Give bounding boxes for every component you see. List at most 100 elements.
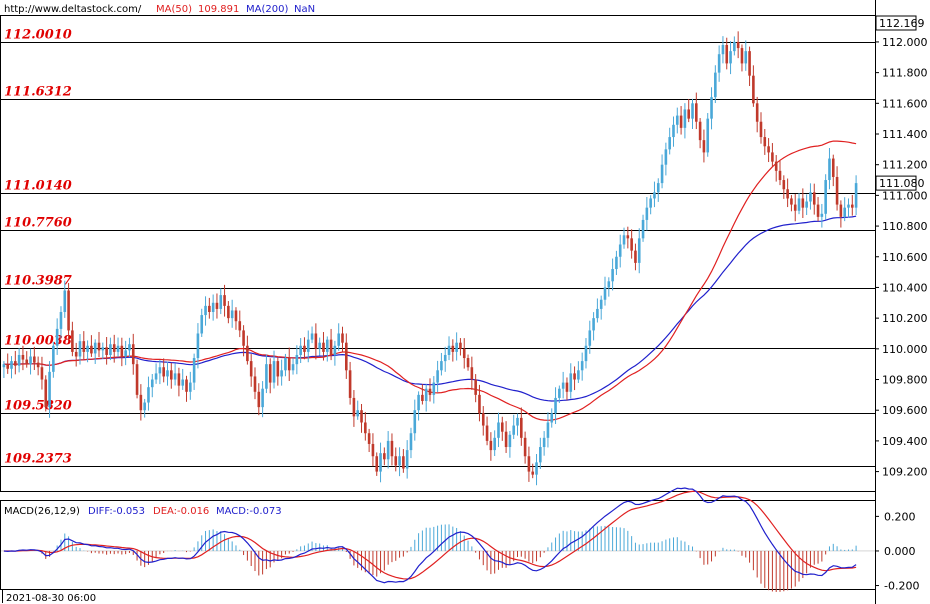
candle-body-68 bbox=[261, 388, 264, 408]
candle-body-199 bbox=[759, 121, 763, 138]
candle-body-134 bbox=[512, 425, 515, 435]
price-tick-label-6: 110.800 bbox=[882, 220, 928, 233]
current-price-box bbox=[875, 175, 917, 191]
candle-body-171 bbox=[653, 192, 656, 199]
candle-body-99 bbox=[379, 453, 382, 472]
candle-body-18 bbox=[71, 330, 74, 352]
level-label-7: 109.2373 bbox=[4, 452, 72, 467]
candle-body-138 bbox=[527, 456, 531, 472]
candle-body-186 bbox=[710, 97, 713, 119]
candle-body-131 bbox=[500, 422, 504, 432]
level-lines: 112.0010 111.6312 111.0140 110.7760 110.3987… bbox=[1, 28, 875, 467]
candle-body-0 bbox=[2, 364, 6, 368]
price-tick-label-12: 109.600 bbox=[882, 404, 928, 417]
candle-body-53 bbox=[204, 305, 207, 316]
candle-body-196 bbox=[748, 51, 751, 76]
candle-body-34 bbox=[131, 344, 135, 365]
candle-body-3 bbox=[14, 361, 17, 366]
candle-body-170 bbox=[649, 198, 652, 208]
candles bbox=[2, 31, 858, 486]
candle-body-90 bbox=[345, 342, 348, 371]
candle-body-173 bbox=[660, 164, 664, 184]
candle-body-145 bbox=[554, 397, 557, 414]
macd-dea-value: DEA:-0.016 bbox=[153, 506, 209, 517]
candle-body-195 bbox=[744, 51, 748, 64]
level-label-5: 110.0038 bbox=[4, 334, 72, 349]
candle-body-132 bbox=[504, 431, 508, 448]
candle-body-209 bbox=[797, 198, 801, 211]
candle-body-61 bbox=[234, 310, 238, 322]
candle-body-220 bbox=[839, 204, 843, 217]
candle-body-201 bbox=[767, 146, 770, 153]
candle-body-122 bbox=[466, 358, 470, 368]
candle-body-160 bbox=[611, 269, 614, 282]
candle-body-72 bbox=[276, 361, 280, 377]
candle-body-178 bbox=[679, 115, 683, 128]
candle-body-71 bbox=[272, 361, 276, 383]
candle-body-169 bbox=[645, 207, 649, 220]
candle-body-4 bbox=[17, 354, 21, 366]
candle-body-214 bbox=[816, 204, 820, 217]
candle-body-45 bbox=[173, 373, 177, 380]
candle-body-202 bbox=[771, 152, 774, 162]
price-tick-label-8: 110.400 bbox=[882, 281, 928, 294]
candle-body-221 bbox=[843, 207, 846, 217]
candle-body-193 bbox=[736, 41, 740, 49]
candle-body-146 bbox=[558, 388, 561, 398]
candle-body-181 bbox=[691, 103, 694, 119]
candle-body-159 bbox=[607, 281, 611, 288]
candle-body-95 bbox=[364, 422, 367, 434]
macd-macd-value: MACD:-0.073 bbox=[216, 506, 282, 517]
candle-body-120 bbox=[459, 342, 462, 349]
candle-body-108 bbox=[413, 410, 417, 434]
candle-body-19 bbox=[74, 351, 78, 357]
level-label-1: 111.6312 bbox=[4, 85, 72, 100]
candle-body-136 bbox=[520, 417, 523, 438]
candle-body-217 bbox=[828, 158, 831, 181]
candle-body-172 bbox=[656, 183, 660, 193]
candle-body-106 bbox=[405, 450, 409, 469]
candle-body-32 bbox=[124, 350, 127, 357]
source-url[interactable]: http://www.deltastock.com/ bbox=[4, 4, 142, 15]
candle-body-198 bbox=[755, 103, 759, 122]
ma50-legend-label: MA(50) bbox=[156, 4, 192, 15]
candle-body-80 bbox=[306, 339, 310, 352]
candle-body-25 bbox=[97, 342, 101, 351]
candle-body-114 bbox=[436, 370, 439, 383]
candle-body-161 bbox=[615, 256, 618, 270]
candle-body-33 bbox=[128, 344, 131, 351]
candle-body-49 bbox=[189, 382, 192, 392]
candle-body-81 bbox=[310, 333, 314, 340]
candle-body-153 bbox=[584, 345, 588, 362]
candle-body-11 bbox=[44, 379, 48, 408]
candle-body-222 bbox=[847, 204, 850, 208]
time-label: 2021-08-30 06:00 bbox=[6, 593, 96, 604]
candle-body-182 bbox=[695, 103, 698, 122]
price-panel-frame bbox=[0, 15, 876, 492]
macd-histogram bbox=[7, 524, 857, 592]
level-label-3: 110.7760 bbox=[4, 216, 72, 231]
candle-body-43 bbox=[166, 370, 169, 377]
candle-body-96 bbox=[367, 433, 371, 444]
level-label-4: 110.3987 bbox=[4, 274, 72, 289]
macd-tick-label-2: -0.200 bbox=[884, 580, 919, 593]
ma200-line bbox=[3, 215, 857, 402]
candle-body-52 bbox=[200, 315, 204, 334]
candle-body-83 bbox=[318, 342, 321, 349]
candle-body-206 bbox=[786, 189, 789, 199]
price-axis: 112.000 111.800 111.600 111.400 111.200 111.0… bbox=[875, 36, 928, 479]
candle-body-112 bbox=[428, 388, 432, 395]
candle-body-154 bbox=[588, 330, 592, 346]
price-tick-label-11: 109.800 bbox=[882, 374, 928, 387]
ma200-legend-label: MA(200) bbox=[246, 4, 288, 15]
candle-body-164 bbox=[626, 235, 630, 239]
macd-axis: 0.200 0.000 -0.200 bbox=[875, 510, 919, 593]
candle-body-8 bbox=[33, 356, 36, 363]
candle-body-56 bbox=[215, 302, 219, 309]
candle-body-126 bbox=[481, 413, 485, 426]
candle-body-10 bbox=[40, 367, 44, 380]
candle-body-7 bbox=[29, 356, 32, 365]
candle-body-100 bbox=[383, 453, 386, 460]
candle-body-48 bbox=[185, 379, 188, 392]
candle-body-150 bbox=[573, 373, 576, 380]
